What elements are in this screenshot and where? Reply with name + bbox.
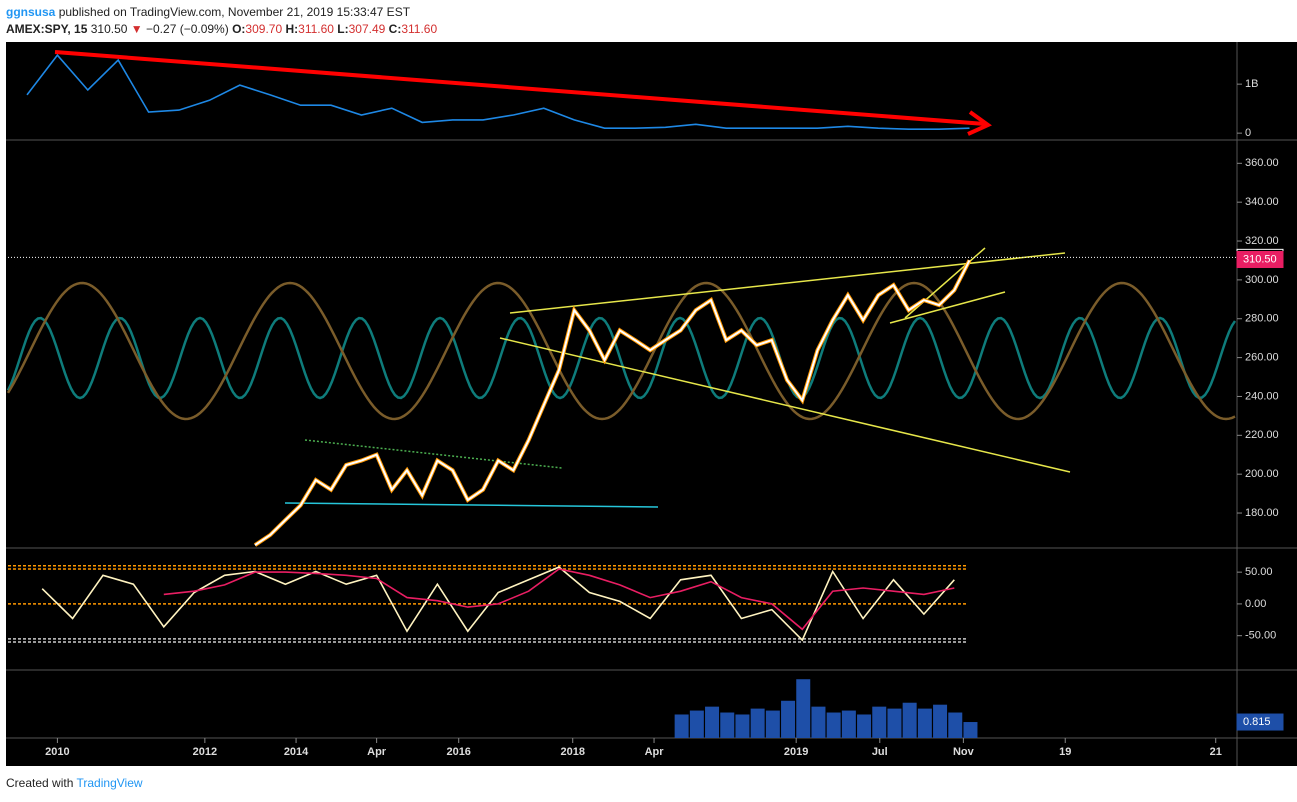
chart: 180.00 200.00 220.00 240.00 260.00 280.00 300.…	[6, 42, 1297, 766]
volume-bar	[917, 708, 932, 738]
volume-bar	[872, 706, 887, 738]
x-tick-label: 2014	[284, 746, 309, 758]
indicator-line	[41, 566, 955, 642]
volume-bar	[902, 702, 917, 738]
user[interactable]: ggnsusa	[6, 5, 56, 19]
header-line: ggnsusa published on TradingView.com, No…	[6, 4, 437, 21]
y-tick-label: 300.00	[1245, 274, 1279, 286]
volume-bar	[674, 714, 689, 738]
volume-bar	[689, 710, 704, 738]
volume-bar	[963, 722, 978, 738]
x-tick-label: Jul	[872, 746, 888, 758]
footer: Created with TradingView	[6, 776, 143, 790]
y-tick-label: 220.00	[1245, 429, 1279, 441]
indicator-line	[26, 53, 970, 130]
volume-bar	[826, 712, 841, 738]
y-tick-label: 260.00	[1245, 352, 1279, 364]
price-tag-label: 310.50	[1243, 253, 1277, 265]
x-tick-label: Nov	[953, 746, 975, 758]
y-tick-label: 0	[1245, 127, 1251, 139]
y-tick-label: 180.00	[1245, 507, 1279, 519]
volume-bar	[796, 679, 811, 738]
y-tick-label: 280.00	[1245, 313, 1279, 325]
c-label: C:	[388, 22, 402, 36]
y-tick-label: 200.00	[1245, 468, 1279, 480]
volume-bar	[887, 708, 902, 738]
h-label: H:	[285, 22, 299, 36]
created: Created with	[6, 776, 74, 790]
x-tick-label: 2019	[784, 746, 808, 758]
x-tick-label: 2012	[193, 746, 217, 758]
header-line: AMEX:SPY, 15 310.50 ▼ −0.27 (−0.09%) O:3…	[6, 21, 437, 38]
price-tag	[1236, 713, 1284, 731]
y-tick-label: 50.00	[1245, 566, 1273, 578]
volume-bar	[857, 714, 872, 738]
change: −0.27 (−0.09%)	[146, 22, 229, 36]
y-tick-label: 1B	[1245, 78, 1258, 90]
h: 311.60	[298, 22, 334, 36]
x-tick-label: 2016	[446, 746, 470, 758]
volume-bar	[765, 710, 780, 738]
header: ggnsusa published on TradingView.com, No…	[6, 4, 437, 38]
volume-bar	[720, 712, 735, 738]
volume-bar	[841, 710, 856, 738]
y-tick-label: 0.00	[1245, 598, 1266, 610]
arrow: ▼	[130, 22, 143, 36]
published: published on TradingView.com, November 2…	[58, 5, 411, 19]
cycle-waves	[6, 281, 1237, 421]
l-label: L:	[337, 22, 349, 36]
x-tick-label: 19	[1059, 746, 1071, 758]
y-tick-label: 320.00	[1245, 235, 1279, 247]
volume-bar	[933, 704, 948, 738]
y-tick-label: 340.00	[1245, 196, 1279, 208]
y-tick-label: 360.00	[1245, 157, 1279, 169]
last: 310.50	[90, 22, 128, 36]
volume-bar	[811, 706, 826, 738]
volume-bar	[948, 712, 963, 738]
x-tick-label: 2018	[560, 746, 584, 758]
symbol: AMEX:SPY, 15	[6, 22, 88, 36]
l: 307.49	[348, 22, 386, 36]
c: 311.60	[401, 22, 438, 36]
cycle-wave	[6, 281, 1236, 421]
volume-bar	[705, 706, 720, 738]
x-tick-label: 2010	[45, 746, 69, 758]
price-line	[254, 259, 971, 546]
background	[6, 42, 1297, 766]
price-tag	[1236, 250, 1284, 268]
o-label: O:	[232, 22, 246, 36]
y-tick-label: 240.00	[1245, 390, 1279, 402]
o: 309.70	[245, 22, 283, 36]
x-tick-label: Apr	[367, 746, 387, 758]
y-tick-label: -50.00	[1245, 630, 1276, 642]
panel-borders	[6, 42, 1297, 766]
cycle-wave	[6, 316, 1237, 400]
brand[interactable]: TradingView	[76, 776, 143, 790]
trendlines	[54, 50, 1071, 508]
x-tick-label: Apr	[645, 746, 665, 758]
volume-bar	[781, 700, 796, 738]
volume-bar	[735, 714, 750, 738]
volume-bar	[750, 708, 765, 738]
x-tick-label: 21	[1210, 746, 1222, 758]
indicator-line	[163, 568, 955, 631]
price-tag-label: 0.815	[1243, 716, 1271, 728]
